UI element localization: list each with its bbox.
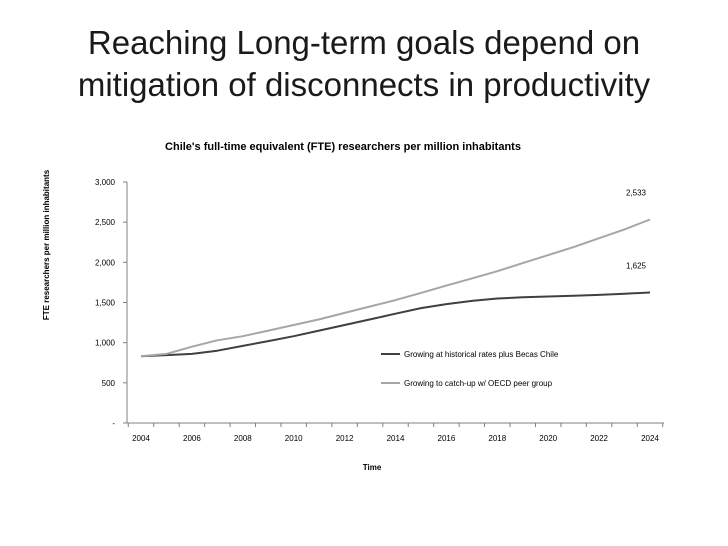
- legend-label: Growing to catch-up w/ OECD peer group: [404, 379, 553, 388]
- x-tick-label: 2014: [387, 434, 405, 443]
- legend-label: Growing at historical rates plus Becas C…: [404, 350, 559, 359]
- x-axis-label: Time: [363, 463, 382, 472]
- legend: Growing at historical rates plus Becas C…: [381, 350, 559, 388]
- end-labels: 1,625 2,533: [626, 189, 647, 271]
- y-tick-label: 1,500: [95, 299, 116, 308]
- x-tick-label: 2016: [438, 434, 456, 443]
- slide-title-line-2: mitigation of disconnects in productivit…: [77, 66, 651, 103]
- x-tick-label: 2006: [183, 434, 201, 443]
- x-tick-label: 2018: [488, 434, 506, 443]
- series-line: [140, 291, 651, 358]
- x-tick-label: 2008: [234, 434, 252, 443]
- x-tick-label: 2012: [336, 434, 354, 443]
- data-label: 2,533: [626, 189, 647, 198]
- x-tick-label: 2004: [132, 434, 150, 443]
- series-line: [140, 218, 651, 358]
- slide-title: Reaching Long-term goals depend on mitig…: [0, 22, 728, 106]
- x-tick-label: 2024: [641, 434, 659, 443]
- data-label: 1,625: [626, 261, 647, 270]
- y-tick-label: 500: [102, 379, 116, 388]
- y-tick-label: 1,000: [95, 339, 116, 348]
- axes: - 500 1,000 1,500 2,000 2,500 3,000 2004 2006 200…: [95, 178, 664, 443]
- y-tick-label: 3,000: [95, 178, 116, 187]
- y-tick-label: 2,000: [95, 258, 116, 267]
- y-tick-label: -: [112, 419, 115, 428]
- x-tick-label: 2022: [590, 434, 608, 443]
- y-tick-label: 2,500: [95, 218, 116, 227]
- y-axis-label: FTE researchers per million inhabitants: [42, 169, 51, 320]
- chart-title: Chile's full-time equivalent (FTE) resea…: [165, 141, 521, 153]
- x-tick-label: 2020: [539, 434, 557, 443]
- slide-title-line-1: Reaching Long-term goals depend on: [87, 24, 641, 61]
- series-layer: [140, 218, 651, 358]
- x-tick-label: 2010: [285, 434, 303, 443]
